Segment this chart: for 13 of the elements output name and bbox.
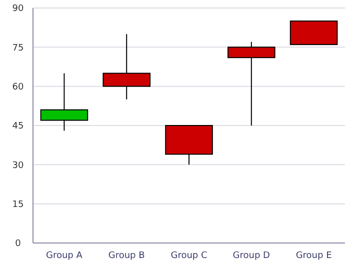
y-tick-label: 15 [12,200,24,210]
x-tick-label: Group B [108,251,145,261]
x-tick-label: Group C [170,251,208,261]
y-tick-label: 30 [12,160,24,171]
x-tick-label: Group E [296,251,332,261]
y-tick-label: 75 [12,43,24,54]
y-tick-label: 45 [12,122,24,132]
y-tick-label: 0 [15,239,22,250]
y-tick-label: 60 [12,82,24,92]
y-tick-label: 90 [12,4,24,14]
candlestick [228,41,276,126]
x-tick-label: Group A [46,251,84,261]
x-tick-label: Group D [232,251,270,261]
